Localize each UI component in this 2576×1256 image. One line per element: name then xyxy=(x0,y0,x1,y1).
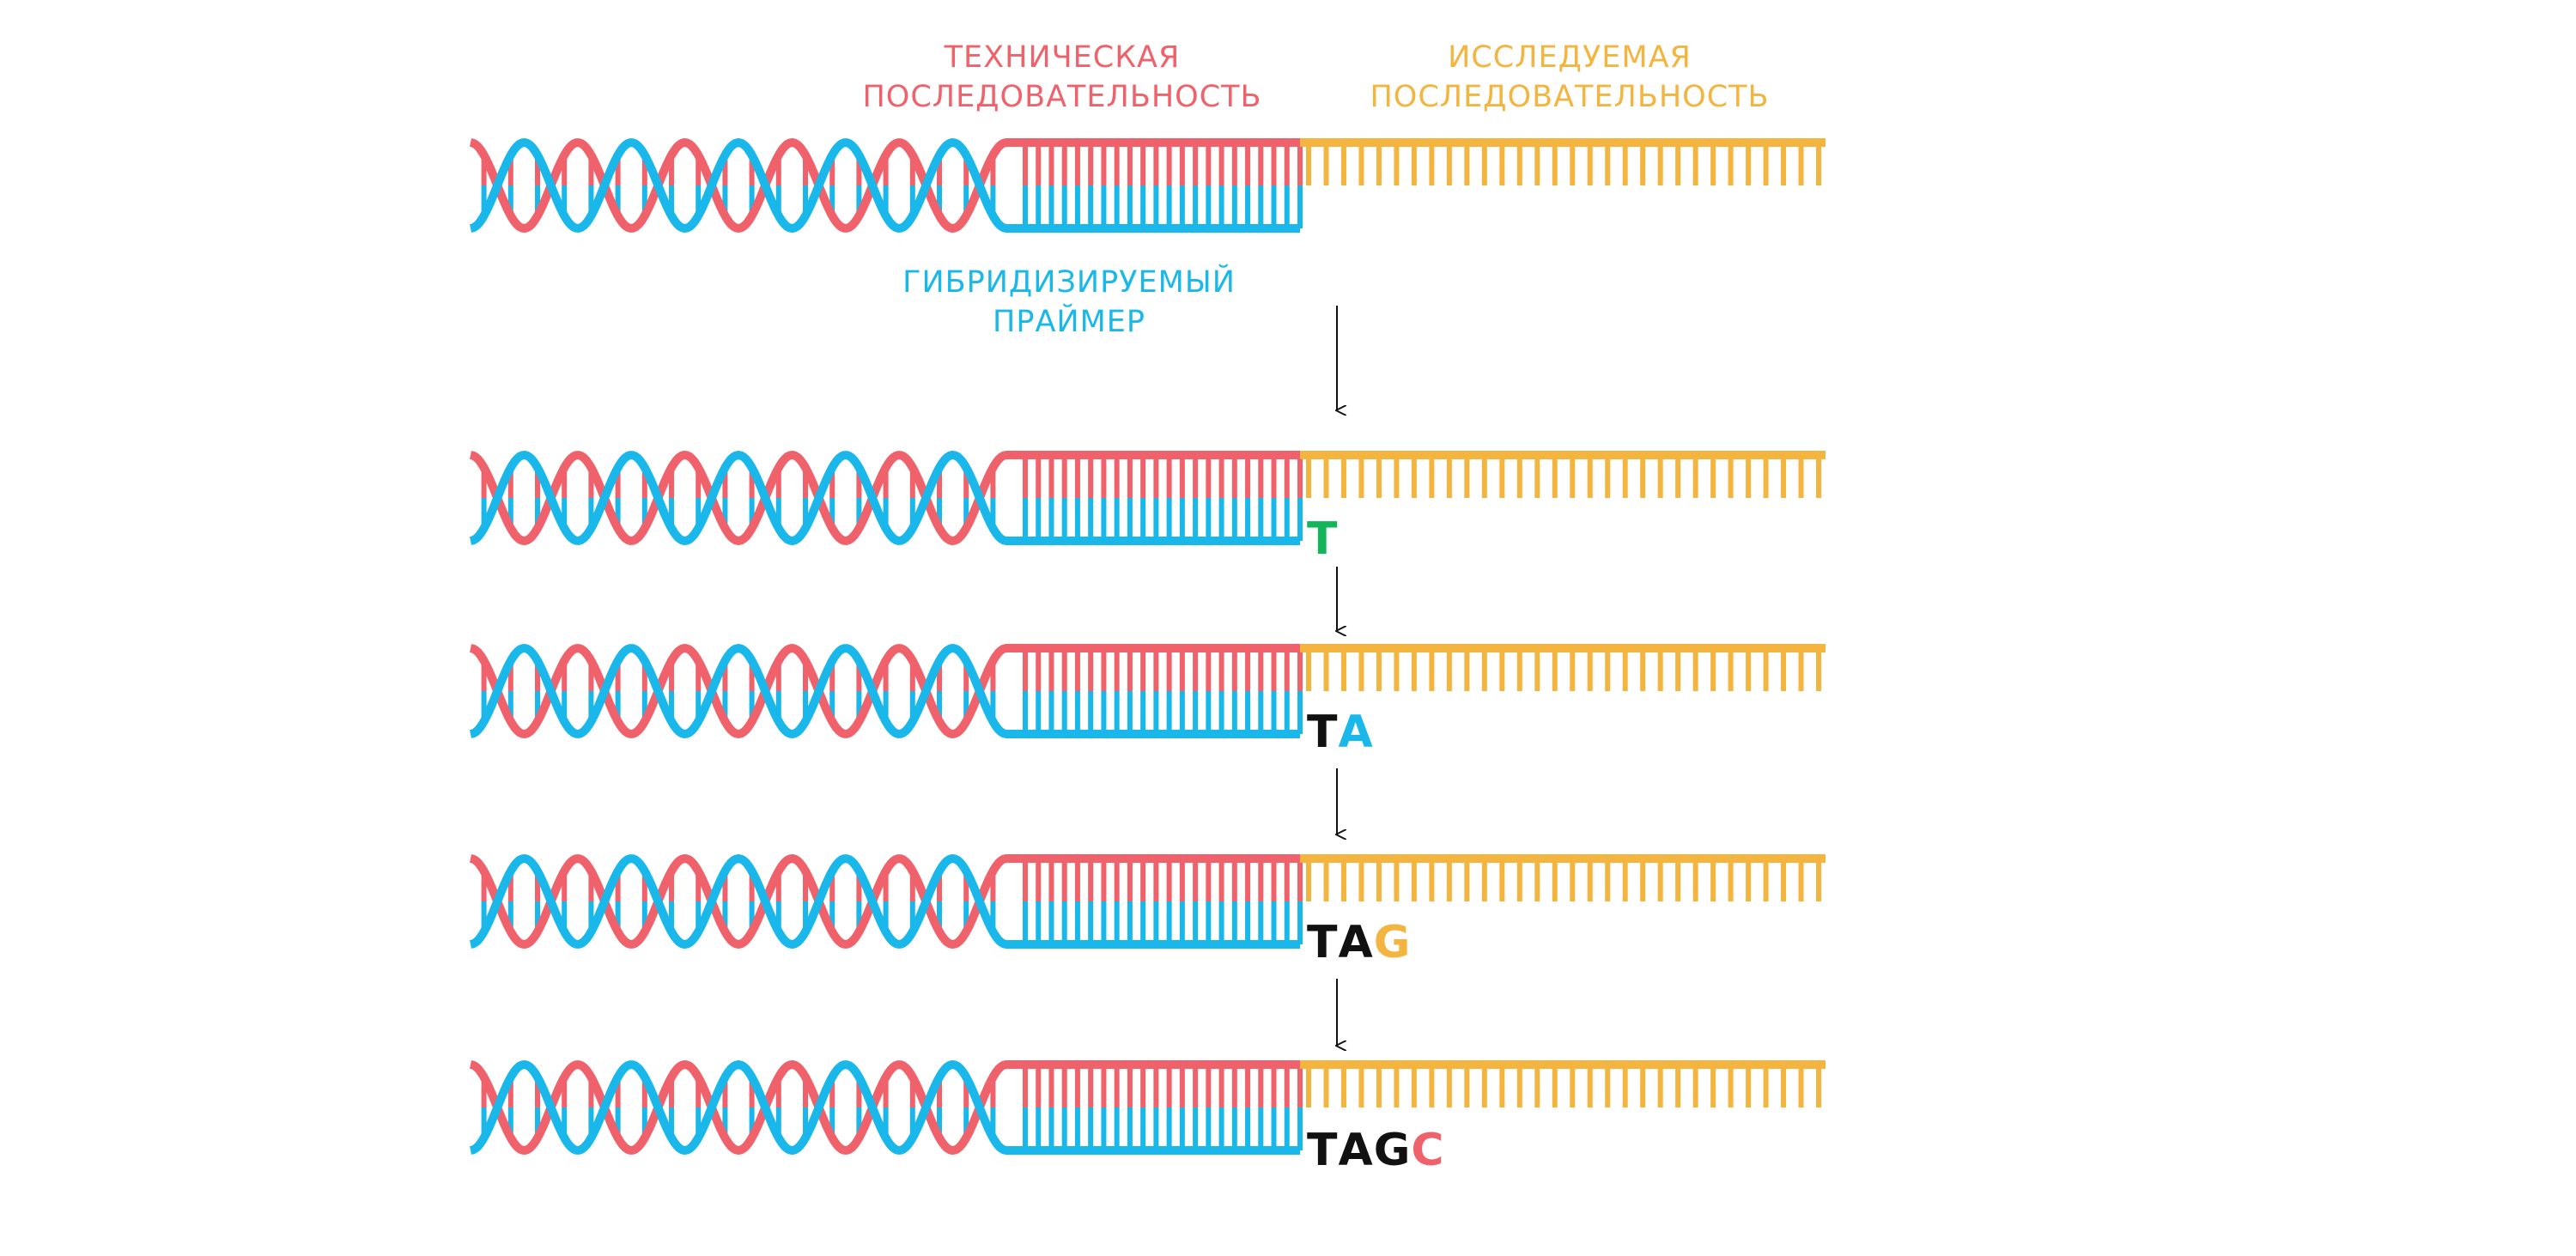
technical-strand xyxy=(469,451,1300,545)
dna-row-2 xyxy=(469,451,1826,545)
read-sequence-3: TAG xyxy=(1307,919,1411,967)
read-sequence-4: TAGC xyxy=(1307,1126,1445,1174)
dna-row-3 xyxy=(469,644,1826,738)
technical-strand xyxy=(469,644,1300,738)
nucleotide-a: A xyxy=(1338,1125,1374,1176)
studied-sequence-label: ИССЛЕДУЕМАЯ ПОСЛЕДОВАТЕЛЬНОСТЬ xyxy=(1370,38,1769,117)
technical-strand xyxy=(469,138,1300,233)
hybridized-primer-label: ГИБРИДИЗИРУЕМЫЙ ПРАЙМЕР xyxy=(902,263,1236,342)
hybridized-primer-label-line2: ПРАЙМЕР xyxy=(993,305,1145,339)
nucleotide-g: G xyxy=(1373,917,1412,968)
primer-strand xyxy=(469,644,1300,738)
dna-row-5 xyxy=(469,1060,1826,1155)
hybridized-primer-label-line1: ГИБРИДИЗИРУЕМЫЙ xyxy=(902,265,1236,300)
nucleotide-a: A xyxy=(1338,917,1374,968)
technical-sequence-label-line1: ТЕХНИЧЕСКАЯ xyxy=(944,40,1181,75)
nucleotide-c: C xyxy=(1411,1125,1445,1176)
read-sequence-1: T xyxy=(1307,515,1338,563)
studied-sequence-label-line1: ИССЛЕДУЕМАЯ xyxy=(1448,40,1692,75)
dna-row-1 xyxy=(469,138,1826,233)
primer-strand xyxy=(469,451,1300,545)
nucleotide-g: G xyxy=(1373,1125,1412,1176)
technical-strand xyxy=(469,854,1300,949)
technical-strand xyxy=(469,1060,1300,1155)
studied-sequence-label-line2: ПОСЛЕДОВАТЕЛЬНОСТЬ xyxy=(1370,80,1770,114)
read-sequence-2: TA xyxy=(1307,708,1374,756)
primer-strand xyxy=(469,854,1300,949)
nucleotide-t: T xyxy=(1307,513,1339,565)
nucleotide-t: T xyxy=(1307,1125,1339,1176)
primer-strand xyxy=(469,138,1300,233)
technical-sequence-label-line2: ПОСЛЕДОВАТЕЛЬНОСТЬ xyxy=(862,80,1262,114)
nucleotide-a: A xyxy=(1338,707,1374,758)
nucleotide-t: T xyxy=(1307,917,1339,968)
primer-strand xyxy=(469,1060,1300,1155)
nucleotide-t: T xyxy=(1307,707,1339,758)
technical-sequence-label: ТЕХНИЧЕСКАЯ ПОСЛЕДОВАТЕЛЬНОСТЬ xyxy=(862,38,1261,117)
dna-row-4 xyxy=(469,854,1826,949)
